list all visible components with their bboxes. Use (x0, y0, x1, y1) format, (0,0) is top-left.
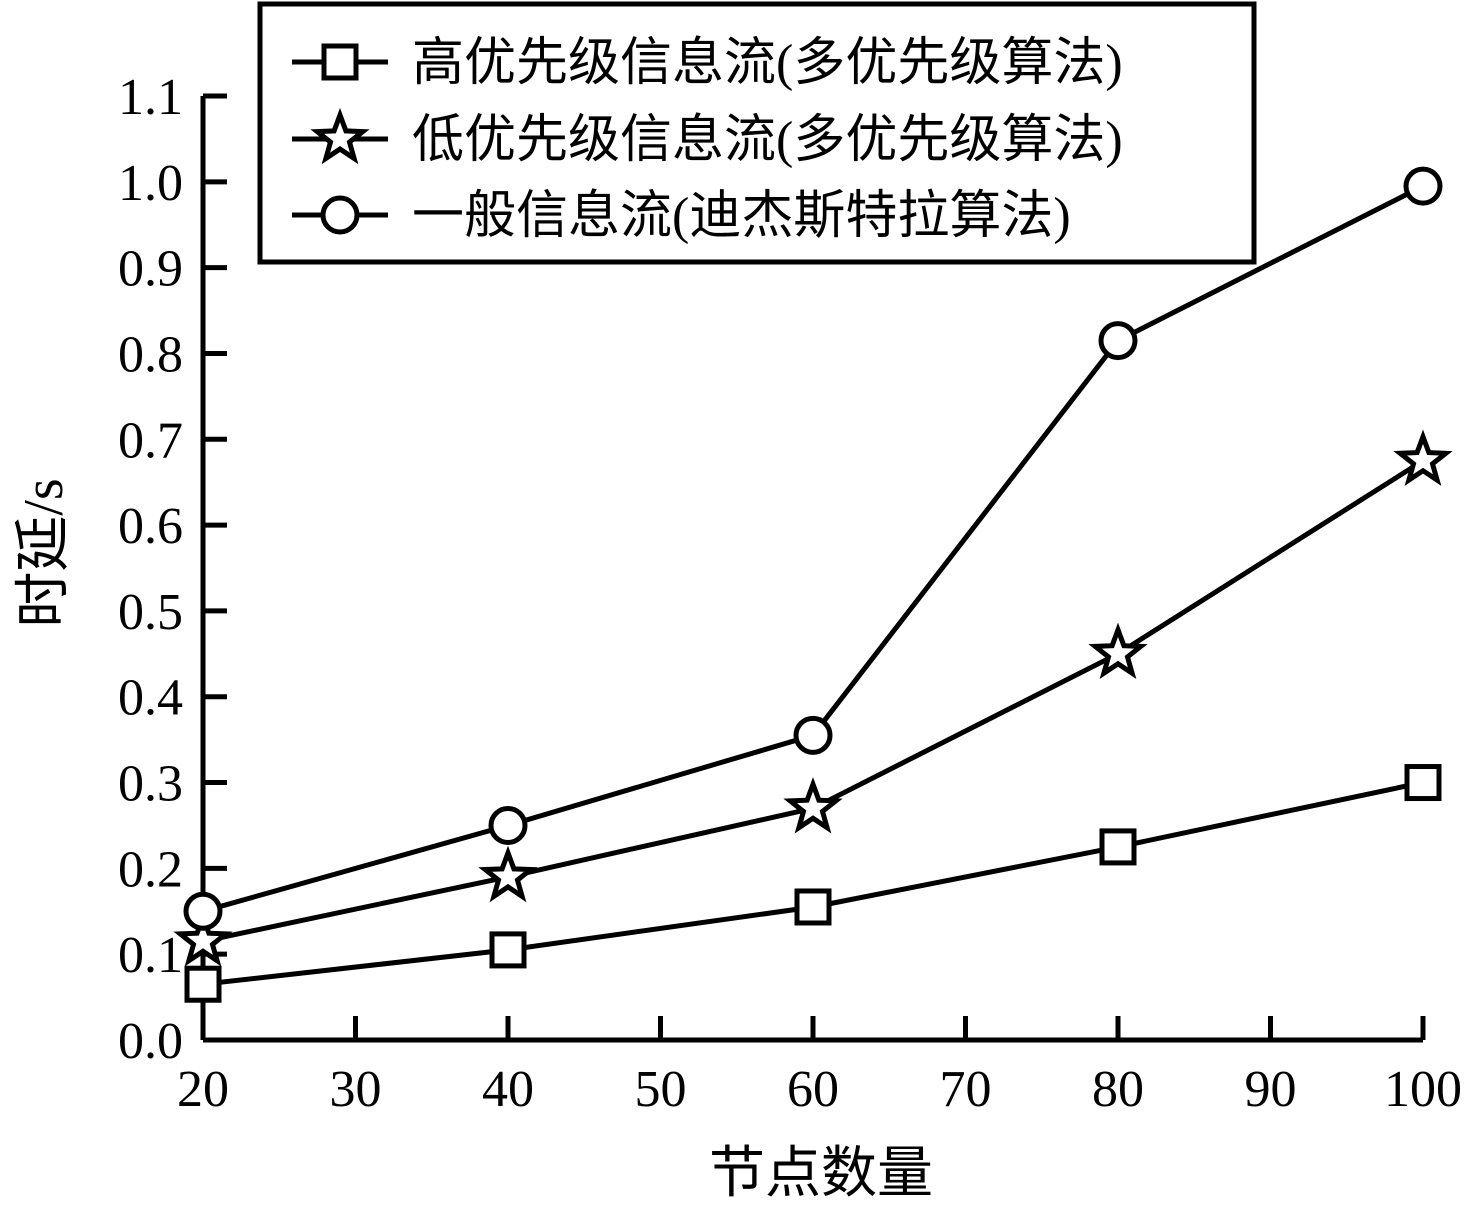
y-tick-label: 0.8 (118, 326, 183, 383)
legend-label: 高优先级信息流(多优先级算法) (412, 35, 1123, 92)
data-point-square (794, 888, 832, 926)
y-tick-label: 0.9 (118, 241, 183, 298)
x-tick-label: 40 (482, 1061, 534, 1118)
x-tick-label: 70 (940, 1061, 992, 1118)
x-tick-label: 80 (1092, 1061, 1144, 1118)
data-point-circle (793, 715, 833, 755)
legend-marker-star (310, 107, 370, 165)
x-tick-label: 100 (1384, 1061, 1462, 1118)
data-point-circle (488, 805, 528, 845)
data-point-star (478, 845, 538, 903)
y-tick-label: 0.0 (118, 1013, 183, 1070)
data-point-star (173, 910, 233, 967)
x-tick-label: 20 (177, 1061, 229, 1118)
x-tick-label: 60 (787, 1061, 839, 1118)
data-point-star (1393, 429, 1453, 486)
data-point-square (1404, 764, 1442, 802)
y-tick-label: 0.5 (118, 584, 183, 641)
data-point-square (184, 965, 222, 1003)
y-axis-title: 时延/s (13, 478, 75, 627)
y-tick-label: 1.1 (118, 69, 183, 126)
legend-marker-circle (320, 195, 360, 235)
x-tick-label: 50 (635, 1061, 687, 1118)
y-tick-label: 0.2 (118, 841, 183, 898)
legend-marker-square (321, 43, 359, 81)
y-tick-label: 0.7 (118, 412, 183, 469)
y-tick-label: 0.4 (118, 670, 183, 727)
data-point-circle (183, 891, 223, 931)
y-tick-label: 0.6 (118, 498, 183, 555)
data-point-star (783, 777, 843, 834)
data-point-star (1088, 622, 1148, 680)
x-tick-label: 30 (330, 1061, 382, 1118)
series-circle (183, 166, 1443, 931)
legend-box (257, 1, 1257, 265)
y-tick-label: 0.1 (118, 927, 183, 984)
legend-label: 一般信息流(迪杰斯特拉算法) (412, 188, 1071, 245)
data-point-square (489, 931, 527, 969)
data-point-square (1099, 828, 1137, 866)
legend-label: 低优先级信息流(多优先级算法) (412, 112, 1123, 169)
series-line-star (202, 458, 1425, 944)
y-tick-label: 1.0 (118, 155, 183, 212)
x-axis-title: 节点数量 (709, 1143, 933, 1205)
x-tick-label: 90 (1245, 1061, 1297, 1118)
data-point-circle (1098, 321, 1138, 361)
y-tick-label: 0.3 (118, 756, 183, 813)
data-point-circle (1403, 166, 1443, 206)
series-star (173, 429, 1453, 967)
series-square (184, 764, 1442, 1003)
